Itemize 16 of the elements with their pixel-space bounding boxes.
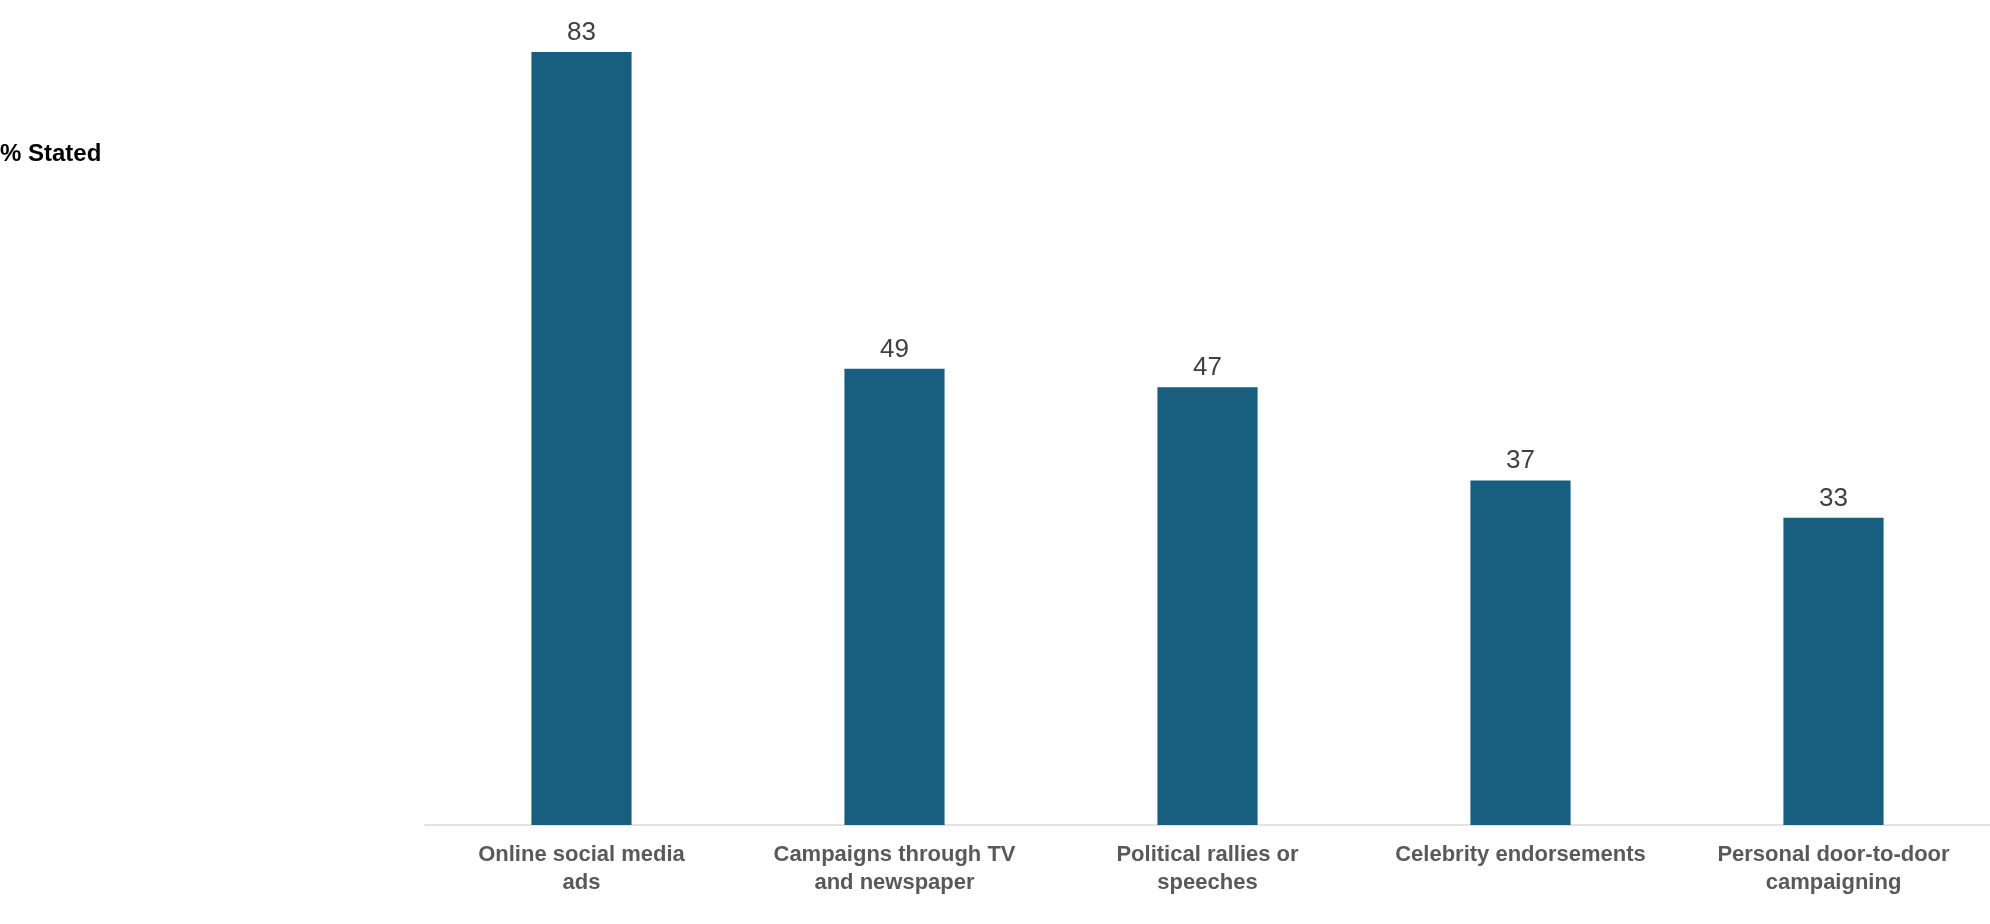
data-label: 33	[1819, 481, 1848, 512]
x-tick-label: Political rallies or speeches	[1116, 840, 1300, 894]
x-tick-label: Campaigns through TV and newspaper	[773, 840, 1016, 894]
text: % Stated	[0, 138, 102, 166]
data-label: 37	[1506, 444, 1535, 475]
data-label: 49	[880, 332, 909, 363]
bar	[844, 368, 945, 825]
data-label: 47	[1193, 351, 1222, 382]
data-label: 83	[567, 16, 596, 46]
x-tick-label: Online social media ads	[478, 840, 686, 894]
x-tick-label: Celebrity endorsements	[1395, 840, 1646, 866]
bar	[531, 52, 632, 825]
bar	[1470, 480, 1571, 825]
bar	[1157, 387, 1258, 825]
x-tick-label: Personal door-to-door campaigning	[1717, 840, 1951, 894]
bar	[1783, 517, 1884, 825]
